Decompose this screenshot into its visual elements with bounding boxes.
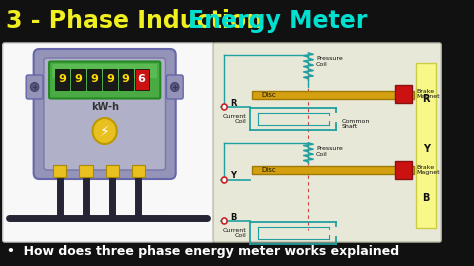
Text: 3 - Phase Induction: 3 - Phase Induction (6, 9, 271, 33)
Text: •  How does three phase energy meter works explained: • How does three phase energy meter work… (8, 246, 400, 259)
Text: Current
Coil: Current Coil (223, 114, 247, 124)
Text: Y: Y (423, 144, 430, 154)
Text: R: R (422, 94, 430, 104)
FancyBboxPatch shape (166, 75, 183, 99)
Bar (80, 165, 92, 177)
Circle shape (30, 82, 39, 92)
FancyBboxPatch shape (44, 58, 165, 170)
Text: Y: Y (230, 172, 236, 181)
Bar (395, 161, 412, 179)
Text: Coil: Coil (316, 152, 328, 157)
Bar (0, 0, 443, 42)
Text: 9: 9 (90, 74, 98, 85)
Text: Coil: Coil (316, 63, 328, 68)
Text: 9: 9 (58, 74, 66, 85)
Text: 9: 9 (106, 74, 114, 85)
Text: 9: 9 (122, 74, 130, 85)
Bar (53, 165, 66, 177)
Circle shape (221, 218, 227, 224)
Text: B: B (422, 193, 430, 203)
Circle shape (171, 82, 179, 92)
Text: kW-h: kW-h (91, 102, 118, 112)
Text: Common
Shaft: Common Shaft (341, 119, 370, 129)
Circle shape (221, 177, 227, 183)
Text: Energy Meter: Energy Meter (188, 9, 367, 33)
Bar (118, 69, 133, 90)
Text: 6: 6 (137, 74, 146, 85)
Bar (252, 91, 414, 99)
Bar (71, 69, 85, 90)
Bar (55, 69, 69, 90)
FancyBboxPatch shape (26, 75, 43, 99)
FancyBboxPatch shape (213, 43, 441, 242)
Text: Disc: Disc (262, 167, 276, 173)
Bar (106, 165, 118, 177)
Bar (252, 166, 414, 174)
Bar (135, 69, 149, 90)
Circle shape (221, 104, 227, 110)
Text: Disc: Disc (262, 92, 276, 98)
Text: Pressure: Pressure (316, 146, 343, 151)
Circle shape (92, 118, 117, 144)
Bar (132, 165, 145, 177)
Text: Pressure: Pressure (316, 56, 343, 60)
FancyBboxPatch shape (49, 61, 160, 98)
Bar (416, 63, 437, 228)
Text: 9: 9 (74, 74, 82, 85)
FancyBboxPatch shape (52, 64, 157, 78)
FancyBboxPatch shape (3, 43, 214, 242)
Text: Current
Coil: Current Coil (223, 228, 247, 238)
Text: B: B (230, 213, 237, 222)
Text: Brake
Magnet: Brake Magnet (416, 165, 439, 175)
Text: Brake
Magnet: Brake Magnet (416, 89, 439, 99)
Bar (103, 69, 117, 90)
Bar (395, 85, 412, 103)
Text: R: R (230, 98, 237, 107)
FancyBboxPatch shape (34, 49, 176, 179)
Text: ⚡: ⚡ (100, 125, 109, 139)
Bar (87, 69, 101, 90)
